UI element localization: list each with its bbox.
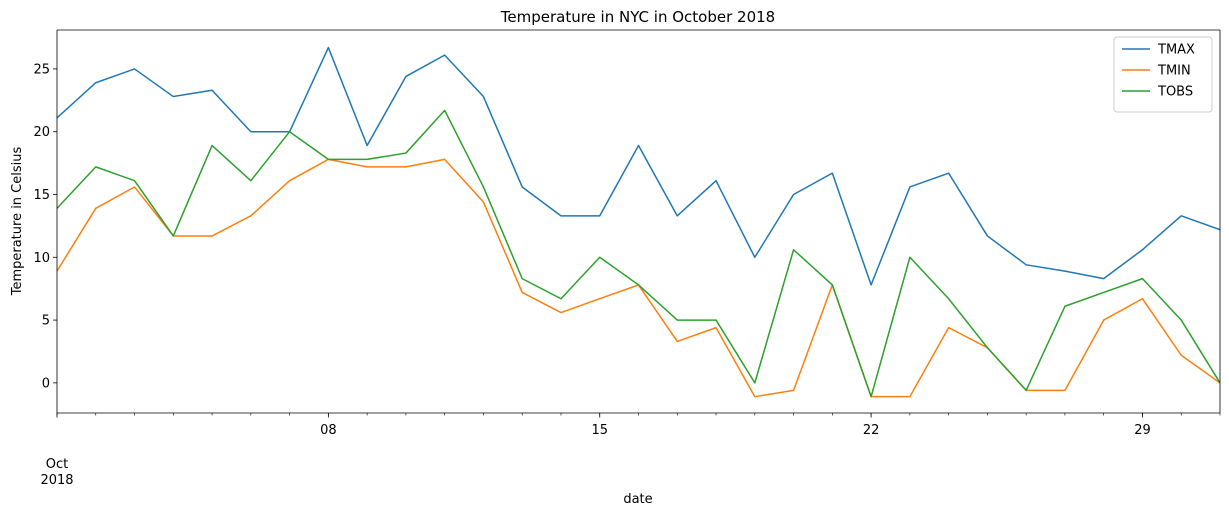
plot-area	[57, 46, 1220, 398]
x-tick-label: 29	[1134, 423, 1151, 438]
y-tick-label: 25	[33, 62, 50, 77]
x-tick-sublabel: 2018	[40, 473, 73, 488]
y-tick-label: 5	[42, 314, 50, 329]
x-tick-label: 08	[320, 423, 337, 438]
legend: TMAX TMIN TOBS	[1113, 36, 1213, 113]
x-tick-label: 22	[863, 423, 880, 438]
legend-label-tmin: TMIN	[1157, 64, 1191, 79]
series-line-tmax	[57, 46, 1220, 286]
series-line-tobs	[57, 109, 1220, 398]
series-group	[57, 46, 1220, 398]
x-axis-title: date	[623, 492, 652, 507]
y-tick-label: 0	[42, 376, 50, 391]
chart-title: Temperature in NYC in October 2018	[500, 8, 775, 26]
legend-box	[1113, 36, 1213, 113]
series-line-tmin	[57, 158, 1220, 398]
x-tick-label: Oct	[46, 457, 68, 472]
legend-label-tmax: TMAX	[1157, 43, 1195, 58]
y-axis-title: Temperature in Celsius	[10, 147, 25, 297]
x-tick-label: 15	[591, 423, 608, 438]
legend-label-tobs: TOBS	[1157, 85, 1193, 100]
y-tick-label: 10	[33, 251, 50, 266]
y-tick-label: 20	[33, 125, 50, 140]
y-tick-label: 15	[33, 188, 50, 203]
